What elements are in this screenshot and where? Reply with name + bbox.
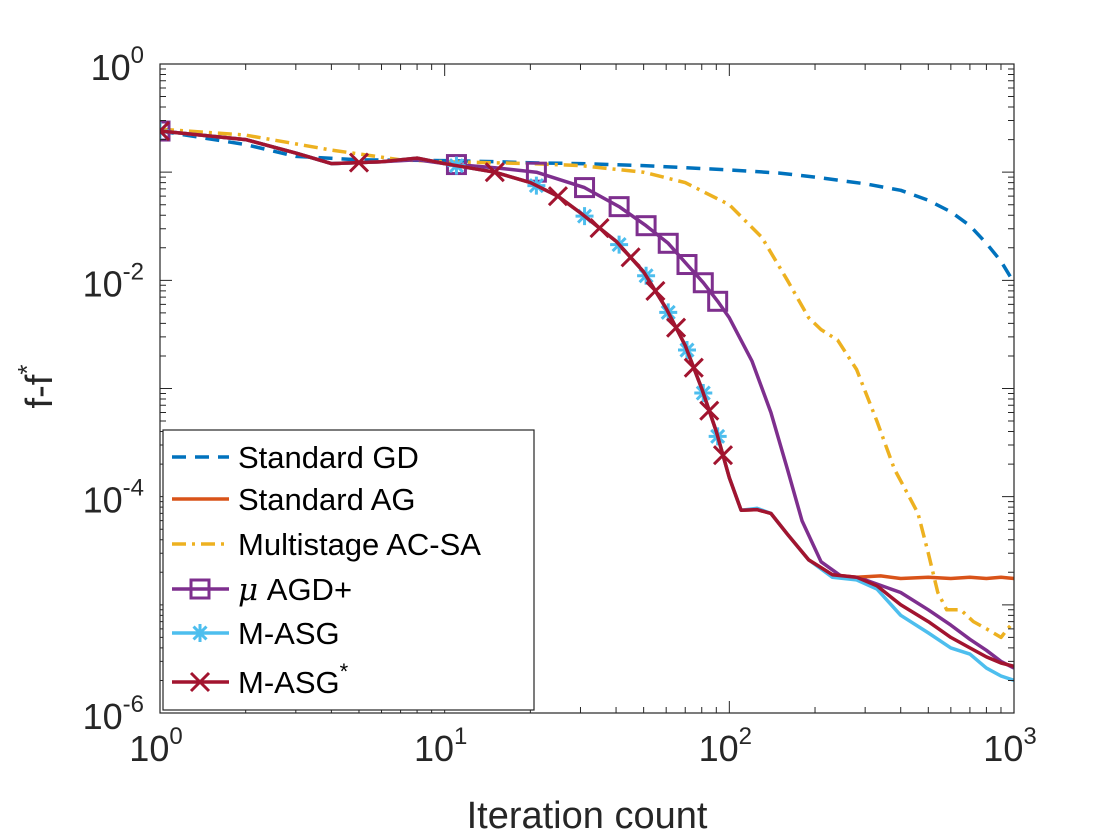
y-tick-label-2: 10-4 [83,475,144,521]
legend-label-text: AGD+ [258,572,352,607]
marker-x-shape [484,162,505,183]
series-5-marker-0 [160,120,171,142]
legend-label-sup: * [340,659,349,684]
marker-square-shape [657,232,679,254]
y-tick-base: 10 [83,480,123,521]
legend-entry-0: Standard GD [172,440,419,475]
marker-square-shape [707,290,729,312]
y-axis-label: f-f* [12,365,61,409]
marker-square-shape [608,196,630,218]
series-5-marker-7 [666,317,687,338]
x-tick-label-1: 101 [414,723,467,769]
x-tick-label-0: 100 [129,723,182,769]
series-3-marker-3 [574,177,596,199]
marker-square-shape [574,177,596,199]
legend-label-3: μ AGD+ [238,572,352,608]
legend-label-text: Standard GD [238,440,419,475]
y-tick-label-3: 10-6 [83,691,144,737]
marker-x-shape [160,120,171,142]
marker-x-shape [645,280,666,301]
x-tick-exp: 0 [169,723,182,750]
legend-label-1: Standard AG [238,482,416,517]
series-line-5 [160,129,1014,668]
marker-x-shape [683,357,704,378]
legend-label-2: Multistage AC-SA [238,527,481,562]
legend-label-text: Multistage AC-SA [238,527,481,562]
marker-square-shape [635,215,657,237]
y-axis-label-text: f-f [19,374,61,408]
y-tick-base: 10 [83,263,123,304]
marker-square-shape [676,254,698,276]
marker-x-shape [547,186,569,207]
series-5-marker-1 [348,152,370,173]
series-3-marker-5 [635,215,657,237]
legend-label-5: M-ASG* [238,659,349,700]
legend-label-0: Standard GD [238,440,419,475]
series-3-marker-6 [657,232,679,254]
marker-x-shape [348,152,370,173]
legend-label-text: M-ASG [238,665,340,700]
legend-marker-4 [191,624,209,642]
x-tick-label-3: 103 [983,723,1036,769]
x-tick-base: 10 [414,728,454,769]
x-tick-base: 10 [699,728,739,769]
legend-entry-4: M-ASG [172,616,340,651]
marker-x-shape [189,671,211,693]
x-tick-exp: 2 [739,723,752,750]
y-tick-exp: -2 [123,258,144,285]
marker-x-shape [589,218,610,239]
legend-marker-3 [189,578,211,600]
x-tick-base: 10 [983,728,1023,769]
legend-entry-3: μ AGD+ [172,572,352,608]
legend-label-4: M-ASG [238,616,340,651]
marker-square-shape [189,578,211,600]
series-5-marker-8 [683,357,704,378]
legend-entry-2: Multistage AC-SA [172,527,481,562]
y-tick-exp: -4 [123,475,144,502]
y-tick-base: 10 [83,696,123,737]
series-line-2 [160,127,1014,640]
marker-x-shape [620,247,641,268]
series-5-marker-2 [484,162,505,183]
series-5-marker-4 [589,218,610,239]
y-axis-label-sup: * [12,365,42,375]
series-5-marker-5 [620,247,641,268]
x-tick-exp: 3 [1023,723,1036,750]
legend-label-text: Standard AG [238,482,416,517]
marker-x-shape [712,445,734,466]
legend-entry-1: Standard AG [172,482,416,517]
y-tick-exp: -6 [123,691,144,718]
marker-square-shape [692,272,714,294]
series-5-marker-3 [547,186,569,207]
series-3-marker-4 [608,196,630,218]
marker-asterisk-shape [191,624,209,642]
series-3-marker-7 [676,254,698,276]
x-axis-label: Iteration count [467,795,708,837]
legend-entry-5: M-ASG* [172,659,349,700]
series-layer [160,120,1014,683]
series-2 [160,127,1014,640]
y-tick-label-0: 100 [91,42,144,88]
series-3-marker-9 [707,290,729,312]
marker-x-shape [699,400,720,421]
series-5-marker-9 [699,400,720,421]
legend-box [162,429,535,711]
y-tick-base: 10 [91,47,131,88]
legend: Standard GD Standard AG Multistage AC-SA μ … [162,429,535,711]
series-5 [160,120,1014,668]
x-tick-label-2: 102 [699,723,752,769]
series-5-marker-6 [645,280,666,301]
marker-x-shape [666,317,687,338]
x-tick-base: 10 [129,728,169,769]
legend-marker-5 [189,671,211,693]
x-tick-exp: 1 [454,723,467,750]
y-tick-label-1: 10-2 [83,258,144,304]
y-tick-exp: 0 [131,42,144,69]
legend-label-text: M-ASG [238,616,340,651]
series-3-marker-8 [692,272,714,294]
legend-symbol: μ [238,572,258,608]
series-5-marker-10 [712,445,734,466]
